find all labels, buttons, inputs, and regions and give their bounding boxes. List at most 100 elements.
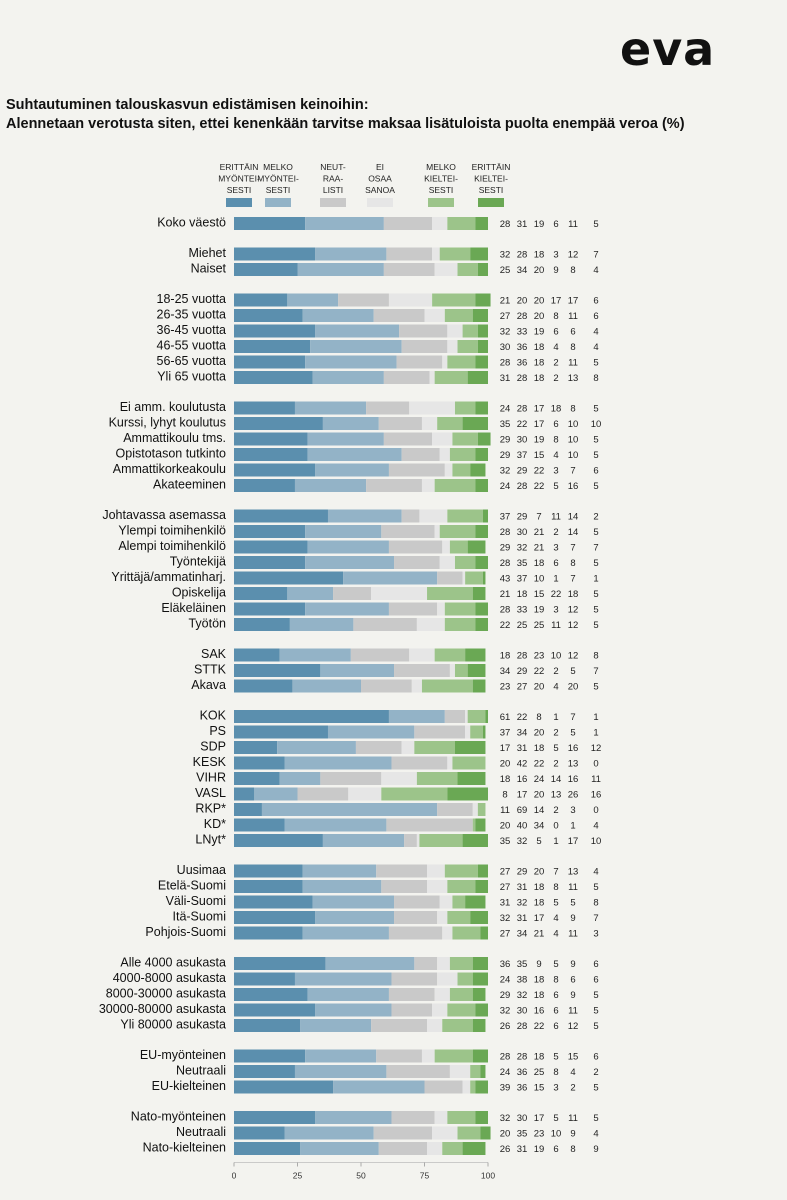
value-label: 35	[517, 959, 528, 970]
value-label: 4	[593, 265, 598, 276]
value-label: 18	[500, 774, 511, 785]
value-label: 11	[568, 929, 578, 940]
value-label: 14	[534, 805, 545, 816]
value-label: 5	[593, 990, 598, 1001]
bar-segment	[449, 664, 455, 677]
bar-segment	[391, 1003, 433, 1017]
bar-segment	[386, 1065, 450, 1078]
row-label: 4000-8000 asukasta	[113, 971, 226, 985]
bar-segment	[470, 1080, 476, 1094]
bar-segment	[452, 895, 466, 909]
bar-segment	[421, 1049, 435, 1063]
value-label: 10	[568, 419, 579, 430]
row-label: Väli-Suomi	[166, 894, 226, 908]
row-label: PS	[209, 724, 226, 738]
bar-segment	[234, 247, 316, 261]
value-label: 32	[500, 466, 511, 477]
legend: ERITTÄINMYÖNTEI-SESTIMELKOMYÖNTEI-SESTIN…	[218, 162, 510, 207]
value-label: 8	[570, 265, 575, 276]
bar-segment	[348, 787, 382, 801]
value-label: 29	[517, 666, 528, 677]
value-label: 22	[534, 666, 545, 677]
bar-segment	[376, 864, 428, 878]
value-label: 8	[502, 790, 507, 801]
value-label: 36	[500, 959, 511, 970]
bar-segment	[261, 803, 438, 816]
bar-row: 18-25 vuotta 21 20 20 17 17 6	[157, 292, 599, 307]
value-label: 28	[500, 527, 511, 538]
bar-segment	[475, 602, 488, 616]
bar-segment	[475, 880, 488, 893]
row-label: VASL	[195, 786, 226, 800]
value-label: 4	[593, 867, 598, 878]
row-label: SDP	[200, 740, 226, 754]
value-label: 5	[553, 959, 558, 970]
bar-segment	[477, 432, 491, 446]
bar-segment	[470, 911, 488, 924]
value-label: 8	[570, 404, 575, 415]
value-label: 31	[500, 898, 511, 909]
bar-segment	[305, 355, 397, 369]
value-label: 37	[517, 574, 528, 585]
bar-segment	[307, 988, 389, 1001]
value-label: 23	[500, 682, 511, 693]
row-label: Alle 4000 asukasta	[120, 956, 226, 970]
bar-row: Yli 65 vuotta 31 28 18 2 13 8	[157, 370, 599, 384]
bar-row: STTK 34 29 22 2 5 7	[194, 663, 599, 677]
row-label: RKP*	[195, 802, 226, 816]
row-label: SAK	[201, 647, 227, 661]
bar-segment	[394, 556, 440, 569]
bar-segment	[467, 371, 488, 384]
bar-segment	[234, 525, 306, 538]
bar-segment	[284, 1126, 374, 1140]
legend-swatch	[226, 198, 252, 207]
bar-segment	[234, 803, 262, 816]
bar-segment	[447, 880, 476, 893]
bar-segment	[444, 309, 473, 322]
bar-row: SDP 17 31 18 5 16 12	[200, 740, 601, 754]
bar-row: Johtavassa asemassa 37 29 7 11 14 2	[102, 508, 599, 523]
bar-segment	[442, 926, 453, 940]
value-label: 31	[517, 743, 528, 754]
value-label: 18	[500, 651, 511, 662]
value-label: 19	[534, 605, 545, 616]
bar-segment	[234, 1003, 316, 1017]
value-label: 16	[591, 790, 602, 801]
value-label: 42	[517, 759, 528, 770]
bar-segment	[234, 309, 303, 322]
bar-segment	[386, 247, 433, 261]
bar-segment	[427, 864, 445, 878]
value-label: 37	[500, 512, 511, 523]
value-label: 18	[534, 882, 545, 893]
bar-segment	[315, 911, 395, 924]
bar-segment	[442, 1142, 463, 1155]
value-label: 4	[553, 929, 558, 940]
value-label: 6	[593, 959, 598, 970]
bar-segment	[447, 324, 463, 338]
legend-swatch	[265, 198, 291, 207]
row-label: Naiset	[191, 262, 227, 276]
value-label: 1	[553, 836, 558, 847]
bar-segment	[472, 803, 478, 816]
bar-segment	[421, 679, 473, 693]
bar-segment	[310, 340, 402, 353]
value-label: 6	[553, 327, 558, 338]
value-label: 2	[570, 1083, 575, 1094]
value-label: 4	[570, 1067, 575, 1078]
value-label: 11	[568, 1006, 578, 1017]
bar-segment	[234, 324, 316, 338]
value-label: 16	[517, 774, 528, 785]
value-label: 15	[534, 1083, 545, 1094]
row-label: Itä-Suomi	[173, 910, 227, 924]
bar-segment	[325, 957, 415, 970]
bar-row: Miehet 32 28 18 3 12 7	[188, 246, 599, 261]
bar-segment	[305, 556, 395, 569]
bar-segment	[477, 324, 488, 338]
value-label: 6	[553, 219, 558, 230]
value-label: 13	[568, 373, 579, 384]
bar-segment	[472, 972, 488, 986]
value-label: 33	[517, 605, 528, 616]
bar-segment	[350, 648, 410, 662]
bar-segment	[475, 448, 488, 461]
bar-row: EU-myönteinen 28 28 18 5 15 6	[140, 1048, 599, 1063]
